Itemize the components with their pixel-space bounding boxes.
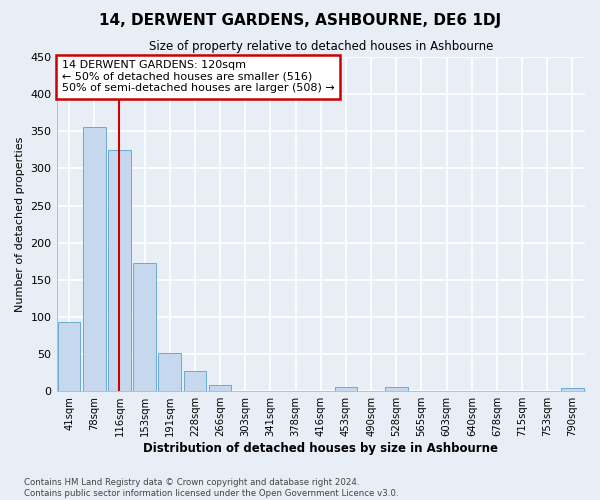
Text: 14, DERWENT GARDENS, ASHBOURNE, DE6 1DJ: 14, DERWENT GARDENS, ASHBOURNE, DE6 1DJ xyxy=(99,12,501,28)
Text: Contains HM Land Registry data © Crown copyright and database right 2024.
Contai: Contains HM Land Registry data © Crown c… xyxy=(24,478,398,498)
Bar xyxy=(83,127,106,391)
Bar xyxy=(158,352,181,391)
Bar xyxy=(385,388,407,391)
Bar xyxy=(58,322,80,391)
X-axis label: Distribution of detached houses by size in Ashbourne: Distribution of detached houses by size … xyxy=(143,442,498,455)
Bar xyxy=(561,388,584,391)
Bar xyxy=(209,386,232,391)
Bar xyxy=(133,264,156,391)
Bar xyxy=(335,388,357,391)
Bar xyxy=(108,150,131,391)
Y-axis label: Number of detached properties: Number of detached properties xyxy=(15,136,25,312)
Bar xyxy=(184,371,206,391)
Title: Size of property relative to detached houses in Ashbourne: Size of property relative to detached ho… xyxy=(149,40,493,53)
Text: 14 DERWENT GARDENS: 120sqm
← 50% of detached houses are smaller (516)
50% of sem: 14 DERWENT GARDENS: 120sqm ← 50% of deta… xyxy=(62,60,335,94)
